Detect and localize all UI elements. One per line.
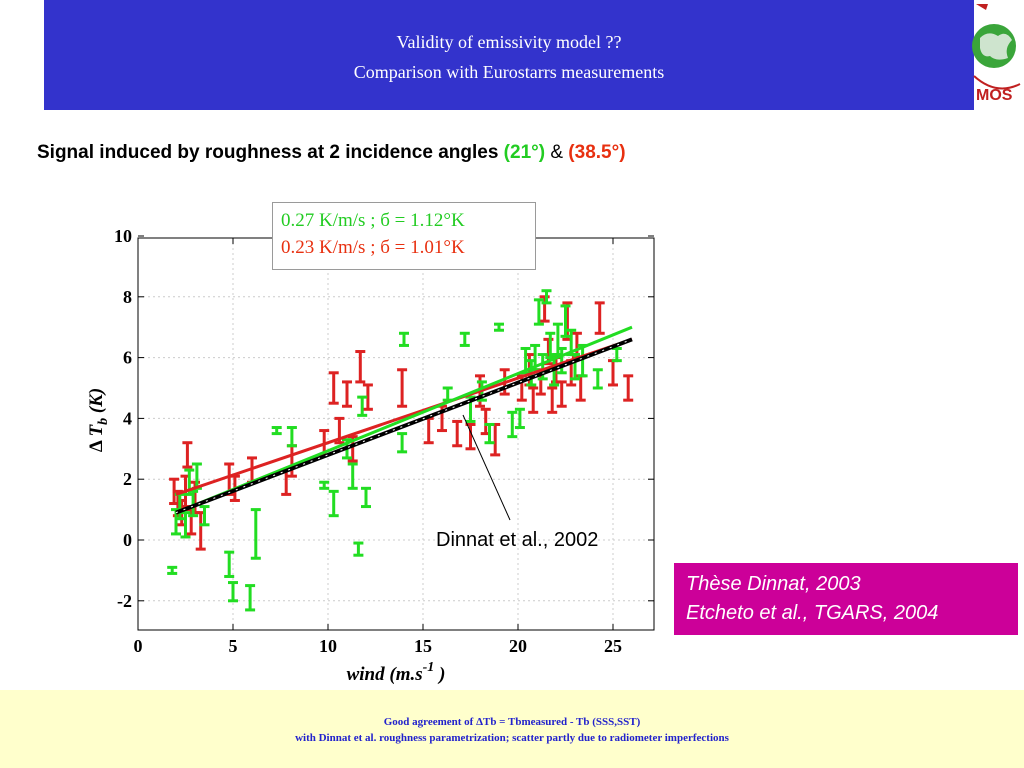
footer-line2: with Dinnat et al. roughness parametriza… xyxy=(295,732,729,744)
green-error-bar xyxy=(167,565,178,575)
y-tick-label: 8 xyxy=(123,287,132,307)
green-error-bar xyxy=(399,331,409,347)
green-error-bar xyxy=(442,386,453,402)
green-error-bar xyxy=(347,462,358,490)
green-error-bar xyxy=(541,289,552,305)
green-error-bar xyxy=(592,368,603,390)
earth-globe-logo-icon: MOS xyxy=(968,0,1024,104)
dinnat-pointer-line xyxy=(462,414,511,521)
reference-box: Thèse Dinnat, 2003 Etcheto et al., TGARS… xyxy=(674,563,1018,635)
green-error-bar xyxy=(361,486,371,509)
slide-subtitle: Signal induced by roughness at 2 inciden… xyxy=(37,142,626,164)
subtitle-angle-38: (38.5°) xyxy=(568,142,626,163)
x-tick-label: 0 xyxy=(134,636,143,656)
green-error-bar xyxy=(319,480,330,490)
green-error-bar xyxy=(250,508,261,560)
red-error-bar xyxy=(423,416,434,445)
red-error-bar xyxy=(490,422,501,457)
black-fit-line-dash xyxy=(175,338,633,514)
fit-lines xyxy=(175,325,633,515)
red-error-bar xyxy=(452,419,463,448)
green-error-bar xyxy=(459,331,470,347)
dinnat-annotation: Dinnat et al., 2002 xyxy=(436,529,599,551)
slide-header: Validity of emissivity model ?? Comparis… xyxy=(44,0,974,110)
green-error-bar xyxy=(180,511,191,539)
plot-frame xyxy=(137,237,655,631)
red-error-bar xyxy=(342,380,352,408)
x-tick-label: 20 xyxy=(509,636,527,656)
red-error-bar xyxy=(608,359,618,387)
green-error-bar xyxy=(188,489,199,518)
green-error-bar xyxy=(484,422,495,445)
red-fit-line xyxy=(175,337,633,496)
logo-text: MOS xyxy=(976,87,1013,104)
red-error-bar xyxy=(355,350,366,384)
legend-red-fit: 0.23 K/m/s ; б = 1.01°K xyxy=(281,237,465,258)
y-tick-label: 2 xyxy=(123,469,132,489)
green-error-bar xyxy=(507,410,518,439)
red-error-bar xyxy=(362,383,373,411)
green-error-bar xyxy=(199,505,210,527)
red-error-bar xyxy=(594,301,605,335)
footer-line1: Good agreement of ΔTb = Tbmeasured - Tb … xyxy=(383,716,641,728)
green-error-bar xyxy=(397,432,408,454)
header-title-line1: Validity of emissivity model ?? xyxy=(396,32,622,52)
red-error-bar xyxy=(623,374,634,402)
red-error-bar xyxy=(397,368,408,408)
x-axis-label: wind (m.s-1 ) xyxy=(347,660,446,685)
red-error-bar xyxy=(182,441,193,469)
green-error-bar xyxy=(271,426,282,436)
green-error-bar xyxy=(556,346,567,375)
y-axis-label: Δ Tb (K) xyxy=(86,388,111,452)
chart-grid xyxy=(138,238,654,630)
legend-green-fit: 0.27 K/m/s ; б = 1.12°K xyxy=(281,210,465,231)
reference-thesis: Thèse Dinnat, 2003 xyxy=(686,573,861,595)
x-tick-label: 5 xyxy=(229,636,238,656)
red-error-bar xyxy=(465,422,476,451)
green-error-bar xyxy=(286,426,297,448)
fit-legend: 0.27 K/m/s ; б = 1.12°K 0.23 K/m/s ; б =… xyxy=(272,202,536,270)
red-error-bar xyxy=(328,371,339,405)
y-tick-label: 0 xyxy=(123,530,132,550)
y-tick-label: 4 xyxy=(123,408,132,428)
x-tick-label: 25 xyxy=(604,636,622,656)
green-error-bar xyxy=(245,584,256,612)
subtitle-ampersand: & xyxy=(545,142,569,163)
red-error-bar xyxy=(547,386,558,414)
green-error-bar xyxy=(228,581,238,603)
green-error-bar xyxy=(357,395,368,417)
slide-footer: Good agreement of ΔTb = Tbmeasured - Tb … xyxy=(0,690,1024,768)
reference-article: Etcheto et al., TGARS, 2004 xyxy=(686,602,939,624)
green-error-bar xyxy=(224,550,235,578)
y-tick-label: -2 xyxy=(117,591,132,611)
tick-labels: 0 5 10 15 20 25 -2 0 2 4 6 8 10 xyxy=(114,226,622,656)
data-points xyxy=(167,289,634,612)
green-error-bar xyxy=(494,322,504,332)
y-tick-label: 10 xyxy=(114,226,132,246)
header-title-line2: Comparison with Eurostarrs measurements xyxy=(353,62,665,82)
red-error-bar xyxy=(556,380,567,408)
green-error-bar xyxy=(533,298,544,326)
axis-ticks xyxy=(137,235,654,630)
subtitle-angle-21: (21°) xyxy=(503,142,546,163)
green-error-bar xyxy=(328,489,339,518)
x-tick-label: 10 xyxy=(319,636,337,656)
green-error-bar xyxy=(560,304,571,338)
x-tick-label: 15 xyxy=(414,636,432,656)
y-tick-label: 6 xyxy=(123,348,132,368)
green-error-bar xyxy=(353,541,364,557)
subtitle-main: Signal induced by roughness at 2 inciden… xyxy=(37,142,504,163)
red-error-bar xyxy=(528,386,539,414)
green-error-bar xyxy=(514,407,525,430)
